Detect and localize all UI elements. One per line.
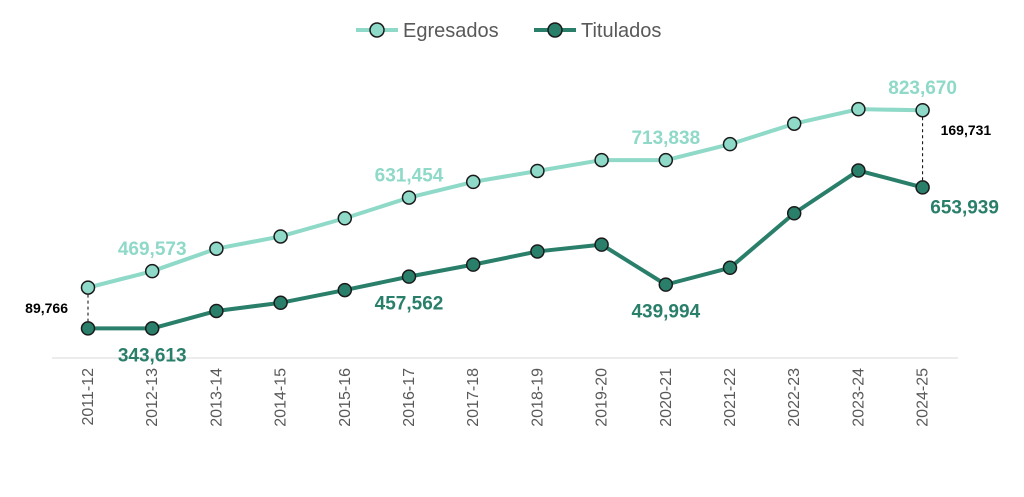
- point-egresados-2024-25: [915, 102, 930, 118]
- x-tick-label: 2021-22: [722, 368, 739, 427]
- data-label: 457,562: [375, 294, 444, 315]
- legend-label-egresados: Egresados: [403, 20, 499, 42]
- x-tick-label: 2012-13: [144, 368, 161, 427]
- data-label: 631,454: [375, 166, 444, 187]
- x-tick-label: 2015-16: [337, 368, 354, 427]
- data-label: 343,613: [118, 345, 187, 366]
- point-titulados-2014-15: [273, 295, 288, 311]
- point-titulados-2020-21: [658, 277, 674, 292]
- point-egresados-2023-24: [851, 101, 866, 117]
- point-titulados-2012-13: [144, 321, 160, 336]
- x-tick-label: 2017-18: [465, 368, 482, 427]
- x-tick-label: 2013-14: [208, 368, 225, 427]
- x-tick-label: 2023-24: [850, 368, 867, 427]
- point-egresados-2020-21: [658, 152, 674, 168]
- point-egresados-2018-19: [530, 163, 545, 179]
- point-egresados-2012-13: [144, 263, 160, 279]
- x-tick-label: 2020-21: [658, 368, 675, 427]
- data-label: 439,994: [631, 302, 700, 323]
- point-egresados-2011-12: [80, 280, 96, 295]
- point-egresados-2013-14: [209, 241, 224, 256]
- data-label: 653,939: [930, 197, 999, 218]
- legend-marker-egresados: [369, 22, 385, 38]
- point-titulados-2019-20: [594, 237, 609, 252]
- x-tick-labels: 2011-12 2012-13 2013-14 2014-15 2015-16 2016-…: [80, 368, 932, 427]
- point-titulados-2022-23: [786, 206, 802, 221]
- point-egresados-2021-22: [722, 136, 738, 152]
- x-tick-label: 2018-19: [529, 368, 546, 427]
- point-egresados-2022-23: [786, 116, 802, 131]
- point-titulados-2024-25: [915, 180, 930, 195]
- point-titulados-2018-19: [530, 244, 545, 259]
- series-line-titulados: [87, 168, 924, 331]
- legend-label-titulados: Titulados: [581, 20, 661, 42]
- point-egresados-2017-18: [465, 174, 481, 190]
- point-titulados-2023-24: [851, 163, 866, 178]
- data-label: 469,573: [118, 239, 187, 260]
- point-egresados-2015-16: [337, 211, 353, 226]
- gap-lines: [87, 117, 924, 322]
- x-tick-label: 2014-15: [273, 368, 290, 427]
- gap-label: 89,766: [25, 300, 68, 316]
- legend-marker-titulados: [547, 22, 563, 38]
- legend: Egresados Titulados: [356, 20, 661, 42]
- x-tick-label: 2016-17: [401, 368, 418, 427]
- x-tick-label: 2024-25: [915, 368, 932, 427]
- data-label: 713,838: [631, 128, 700, 149]
- x-tick-label: 2011-12: [80, 368, 97, 426]
- series-lines: [87, 107, 924, 331]
- data-labels: 469,573 631,454 713,838 823,670 343,613 457,5…: [25, 78, 999, 366]
- point-titulados-2021-22: [722, 260, 738, 276]
- gap-label: 169,731: [941, 122, 992, 138]
- point-titulados-2015-16: [337, 282, 353, 298]
- x-tick-label: 2022-23: [786, 368, 803, 427]
- point-egresados-2016-17: [401, 190, 417, 205]
- point-titulados-2016-17: [401, 269, 417, 284]
- series-markers: [80, 101, 930, 336]
- point-egresados-2019-20: [594, 152, 609, 168]
- point-titulados-2013-14: [209, 303, 224, 319]
- point-egresados-2014-15: [273, 229, 288, 244]
- point-titulados-2017-18: [465, 257, 481, 272]
- point-titulados-2011-12: [80, 321, 96, 336]
- series-line-egresados: [87, 107, 923, 290]
- data-label: 823,670: [888, 78, 957, 99]
- x-tick-label: 2019-20: [594, 368, 611, 427]
